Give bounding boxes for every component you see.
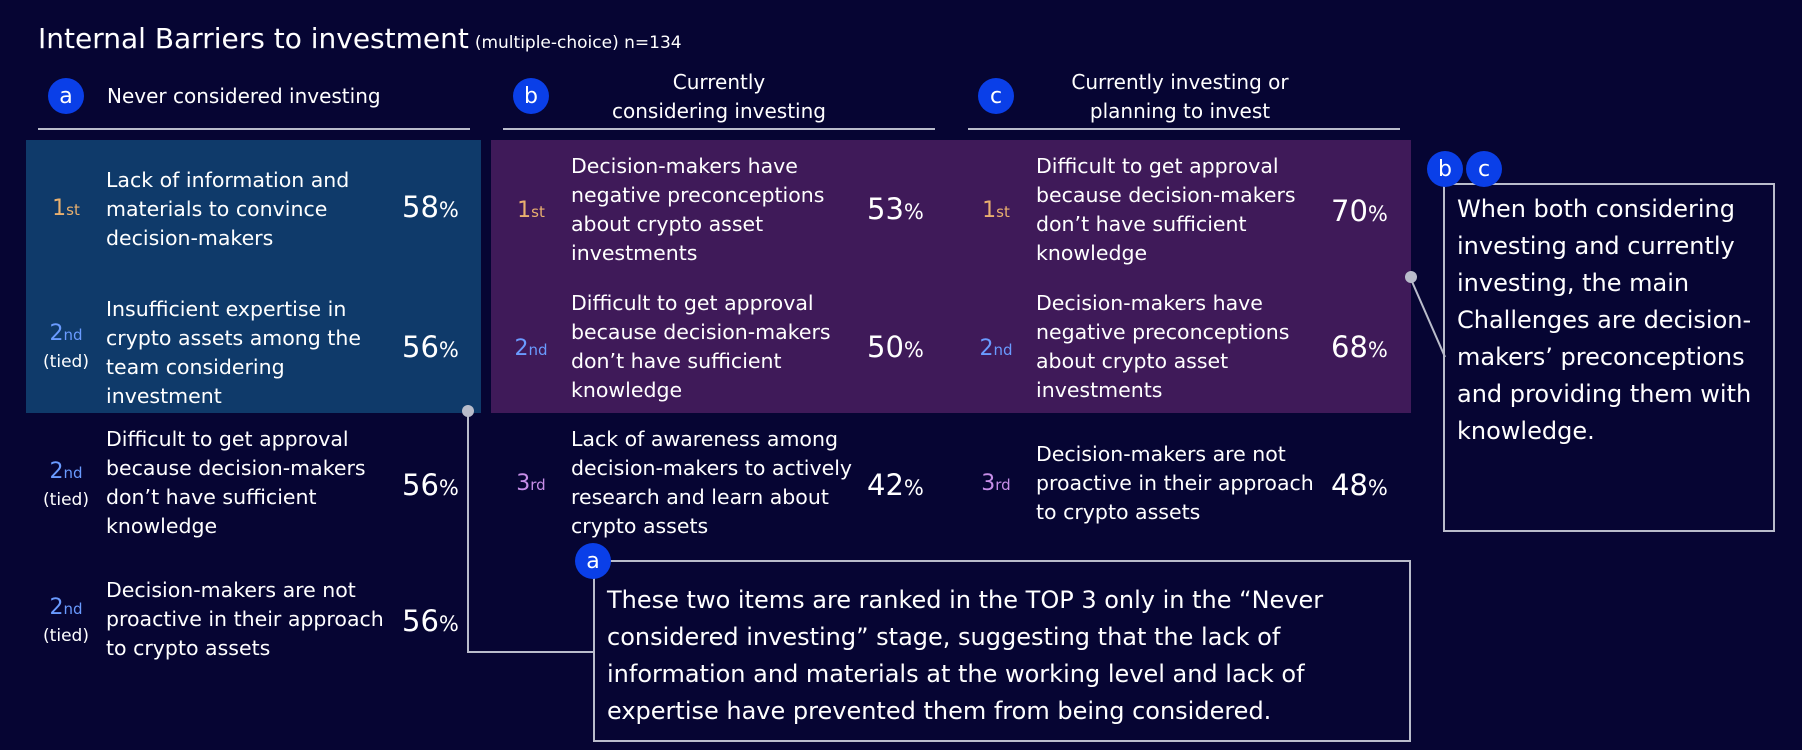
callout-bc-badge-b: b bbox=[1427, 151, 1463, 187]
rank-label: 1st bbox=[517, 198, 545, 223]
column-c-heading: Currently investing or planning to inves… bbox=[1025, 68, 1335, 126]
column-b-badge: b bbox=[513, 78, 549, 114]
percentage-value: 70% bbox=[1331, 194, 1388, 228]
column-b-heading: Currently considering investing bbox=[560, 68, 878, 126]
column-bc-highlight-panel bbox=[491, 140, 1411, 413]
connector-dot bbox=[1405, 271, 1417, 283]
connector-line bbox=[467, 651, 593, 653]
rank-label: 3rd bbox=[981, 471, 1011, 496]
rank-label: 2nd (tied) bbox=[43, 459, 89, 511]
percentage-value: 56% bbox=[402, 330, 459, 364]
list-item: Lack of awareness among decision-makers … bbox=[571, 427, 853, 538]
column-c-heading-line1: Currently investing or bbox=[1071, 70, 1289, 94]
list-item: Decision-makers are not proactive in the… bbox=[1036, 442, 1314, 524]
callout-a: These two items are ranked in the TOP 3 … bbox=[593, 560, 1411, 742]
list-item: Decision-makers have negative preconcept… bbox=[571, 154, 825, 265]
list-item: Difficult to get approval because decisi… bbox=[106, 427, 366, 538]
column-c-rule bbox=[968, 128, 1400, 130]
column-b-heading-line1: Currently bbox=[672, 70, 766, 94]
list-item: Decision-makers are not proactive in the… bbox=[106, 578, 384, 660]
list-item: Difficult to get approval because decisi… bbox=[1036, 154, 1296, 265]
callout-bc-text: When both considering investing and curr… bbox=[1457, 195, 1752, 445]
rank-label: 1st bbox=[982, 198, 1010, 223]
column-c-heading-line2: planning to invest bbox=[1089, 99, 1271, 123]
connector-line bbox=[1409, 276, 1446, 358]
title-subtitle: (multiple-choice) n=134 bbox=[474, 33, 682, 53]
list-item: Lack of information and materials to con… bbox=[106, 168, 350, 250]
list-item: Insufficient expertise in crypto assets … bbox=[106, 297, 361, 408]
callout-bc: When both considering investing and curr… bbox=[1443, 183, 1775, 532]
percentage-value: 48% bbox=[1331, 468, 1388, 502]
percentage-value: 68% bbox=[1331, 330, 1388, 364]
column-b-rule bbox=[503, 128, 935, 130]
percentage-value: 53% bbox=[867, 192, 924, 226]
connector-line bbox=[467, 411, 469, 653]
percentage-value: 50% bbox=[867, 330, 924, 364]
callout-a-text: These two items are ranked in the TOP 3 … bbox=[607, 586, 1324, 725]
rank-label: 2nd (tied) bbox=[43, 595, 89, 647]
page-title: Internal Barriers to investment (multiple… bbox=[38, 22, 682, 55]
column-c-badge: c bbox=[978, 78, 1014, 114]
column-a-rule bbox=[38, 128, 470, 130]
rank-label: 2nd bbox=[514, 336, 548, 361]
percentage-value: 56% bbox=[402, 468, 459, 502]
rank-label: 3rd bbox=[516, 471, 546, 496]
callout-a-badge: a bbox=[575, 543, 611, 579]
column-a-highlight-panel bbox=[26, 140, 481, 413]
column-b-heading-line2: considering investing bbox=[612, 99, 826, 123]
column-a-badge: a bbox=[48, 78, 84, 114]
percentage-value: 58% bbox=[402, 190, 459, 224]
percentage-value: 42% bbox=[867, 468, 924, 502]
percentage-value: 56% bbox=[402, 604, 459, 638]
rank-label: 2nd (tied) bbox=[43, 321, 89, 373]
title-main: Internal Barriers to investment bbox=[38, 22, 469, 55]
rank-label: 1st bbox=[52, 196, 80, 221]
list-item: Difficult to get approval because decisi… bbox=[571, 291, 831, 402]
list-item: Decision-makers have negative preconcept… bbox=[1036, 291, 1290, 402]
column-a-heading: Never considered investing bbox=[107, 84, 381, 108]
rank-label: 2nd bbox=[979, 336, 1013, 361]
callout-bc-badge-c: c bbox=[1466, 151, 1502, 187]
